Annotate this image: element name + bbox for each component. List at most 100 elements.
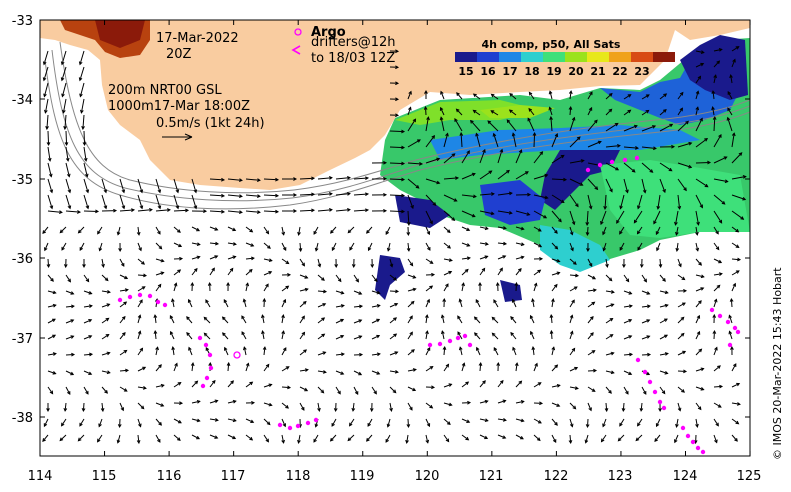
current-arrow-head (158, 364, 162, 368)
current-arrow-head (196, 255, 201, 260)
current-arrow (209, 226, 218, 231)
current-arrow (528, 92, 535, 100)
current-arrow-head (45, 126, 49, 131)
current-arrow-head (365, 229, 370, 234)
current-arrow-head (282, 298, 287, 303)
current-arrow-head (538, 243, 543, 248)
current-arrow-head (610, 370, 615, 375)
current-arrow-head (518, 268, 522, 272)
current-arrow-head (503, 241, 508, 246)
current-arrow-head (321, 333, 326, 338)
drifter-point (305, 420, 311, 426)
current-arrow (155, 209, 170, 212)
current-arrow-head (351, 407, 356, 412)
current-arrow-head (256, 194, 261, 198)
current-arrow-head (458, 346, 463, 351)
current-arrow-head (718, 134, 722, 138)
current-arrow (533, 269, 541, 276)
current-arrow (425, 315, 428, 324)
current-arrow-head (674, 439, 678, 444)
current-arrow (119, 369, 129, 372)
current-arrow-head (177, 269, 182, 273)
current-arrow-head (311, 208, 316, 213)
current-arrow-head (123, 388, 128, 392)
lat-tick-34: -34 (12, 93, 33, 108)
current-arrow-head (393, 333, 398, 338)
current-arrow-head (490, 93, 495, 98)
current-arrow-head (383, 160, 388, 165)
current-arrow-head (652, 125, 657, 129)
current-arrow (101, 386, 108, 394)
current-arrow-head (78, 61, 83, 66)
current-arrow (569, 274, 579, 277)
current-arrow-head (530, 330, 534, 335)
current-arrow-head (742, 196, 747, 201)
current-arrow-head (186, 331, 190, 336)
current-arrow-head (395, 289, 400, 294)
current-arrow (137, 434, 140, 444)
current-arrow (731, 283, 736, 292)
current-arrow-head (423, 105, 428, 110)
drifter-point (680, 425, 686, 431)
current-arrow-head (329, 437, 334, 442)
current-arrow-head (190, 362, 195, 367)
current-arrow-head (588, 407, 592, 412)
current-arrow (443, 242, 451, 249)
lon-tick-114: 114 (28, 469, 53, 484)
current-arrow (191, 418, 200, 422)
current-arrow-head (429, 220, 433, 225)
current-arrow (605, 122, 619, 132)
current-arrow (713, 48, 722, 52)
colorbar-swatch (499, 52, 521, 62)
current-arrow-head (466, 419, 471, 423)
current-arrow (407, 288, 416, 292)
current-arrow (637, 226, 643, 234)
current-arrow-head (282, 423, 286, 428)
current-arrow-head (52, 318, 56, 322)
current-arrow-head (79, 422, 83, 427)
current-arrow (155, 284, 162, 292)
current-arrow (227, 194, 242, 197)
current-arrow (407, 402, 413, 411)
current-arrow (479, 268, 486, 276)
current-arrow-head (510, 331, 514, 336)
current-arrow-head (712, 115, 717, 120)
current-arrow-head (520, 255, 525, 260)
current-arrow (83, 386, 89, 395)
current-arrow (263, 364, 270, 372)
current-arrow-head (245, 282, 250, 287)
current-arrow (587, 91, 593, 100)
current-arrow-head (88, 335, 93, 339)
current-arrow-head (137, 314, 142, 319)
current-arrow (587, 194, 592, 209)
current-arrow-head (49, 205, 54, 210)
current-arrow-head (64, 142, 69, 147)
current-arrow-head (717, 365, 721, 369)
current-arrow-head (645, 94, 650, 98)
current-arrow-head (473, 316, 478, 321)
current-arrow (407, 332, 413, 340)
current-arrow-head (668, 167, 673, 172)
current-arrow-head (735, 420, 740, 425)
current-arrow-head (349, 422, 353, 427)
current-arrow (605, 290, 614, 293)
current-arrow (335, 353, 344, 356)
current-arrow (515, 256, 524, 260)
current-arrow (43, 50, 49, 65)
current-arrow (78, 226, 85, 234)
current-arrow-head (220, 193, 226, 198)
current-arrow-head (52, 290, 57, 295)
current-arrow-head (256, 210, 261, 214)
drifter-point (277, 422, 283, 428)
current-arrow (389, 146, 405, 149)
current-arrow-head (226, 361, 231, 366)
current-arrow-head (729, 297, 734, 302)
current-arrow-head (408, 106, 412, 111)
current-arrow-head (616, 143, 621, 148)
drifter-point (467, 342, 473, 348)
current-arrow-head (196, 418, 201, 423)
drifter-point (203, 342, 209, 348)
current-arrow-head (453, 198, 458, 202)
current-arrow-head (157, 230, 161, 235)
current-arrow-head (459, 131, 464, 136)
